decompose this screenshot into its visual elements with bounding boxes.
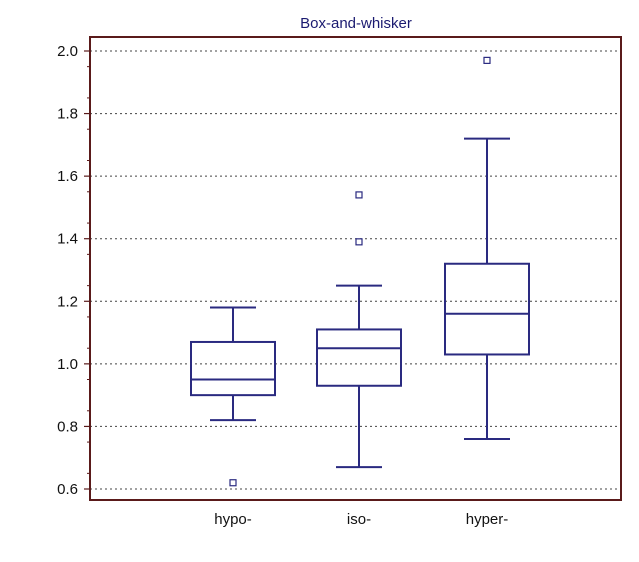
outlier-point [229, 479, 237, 487]
y-tick-label-3: 1.2 [57, 293, 78, 310]
y-tick-label-1: 0.8 [57, 418, 78, 435]
outlier-point [483, 56, 491, 64]
y-tick-label-2: 1.0 [57, 356, 78, 373]
box-iqr [444, 262, 530, 356]
y-tick-label-7: 2.0 [57, 43, 78, 60]
outlier-point [355, 191, 363, 199]
plot-frame [89, 36, 622, 501]
box-iso- [316, 191, 402, 469]
y-tick-label-4: 1.4 [57, 231, 78, 248]
box-hyper- [444, 56, 530, 440]
x-category-label-1: iso- [347, 511, 371, 528]
x-axis-categories: hypo-iso-hyper- [214, 511, 508, 528]
box-iqr [316, 328, 402, 387]
gridlines [90, 50, 621, 490]
y-axis: 0.6 0.8 1.0 1.2 1.4 1.6 1.8 2.0 [57, 43, 90, 498]
x-category-label-2: hyper- [466, 511, 509, 528]
boxes [190, 56, 530, 487]
y-tick-label-6: 1.8 [57, 106, 78, 123]
box-hypo- [190, 306, 276, 487]
outlier-point [355, 238, 363, 246]
box-iqr [190, 340, 276, 397]
y-tick-label-0: 0.6 [57, 481, 78, 498]
y-tick-label-5: 1.6 [57, 168, 78, 185]
plot-border [89, 36, 622, 501]
chart-title: Box-and-whisker [300, 15, 412, 32]
x-category-label-0: hypo- [214, 511, 252, 528]
